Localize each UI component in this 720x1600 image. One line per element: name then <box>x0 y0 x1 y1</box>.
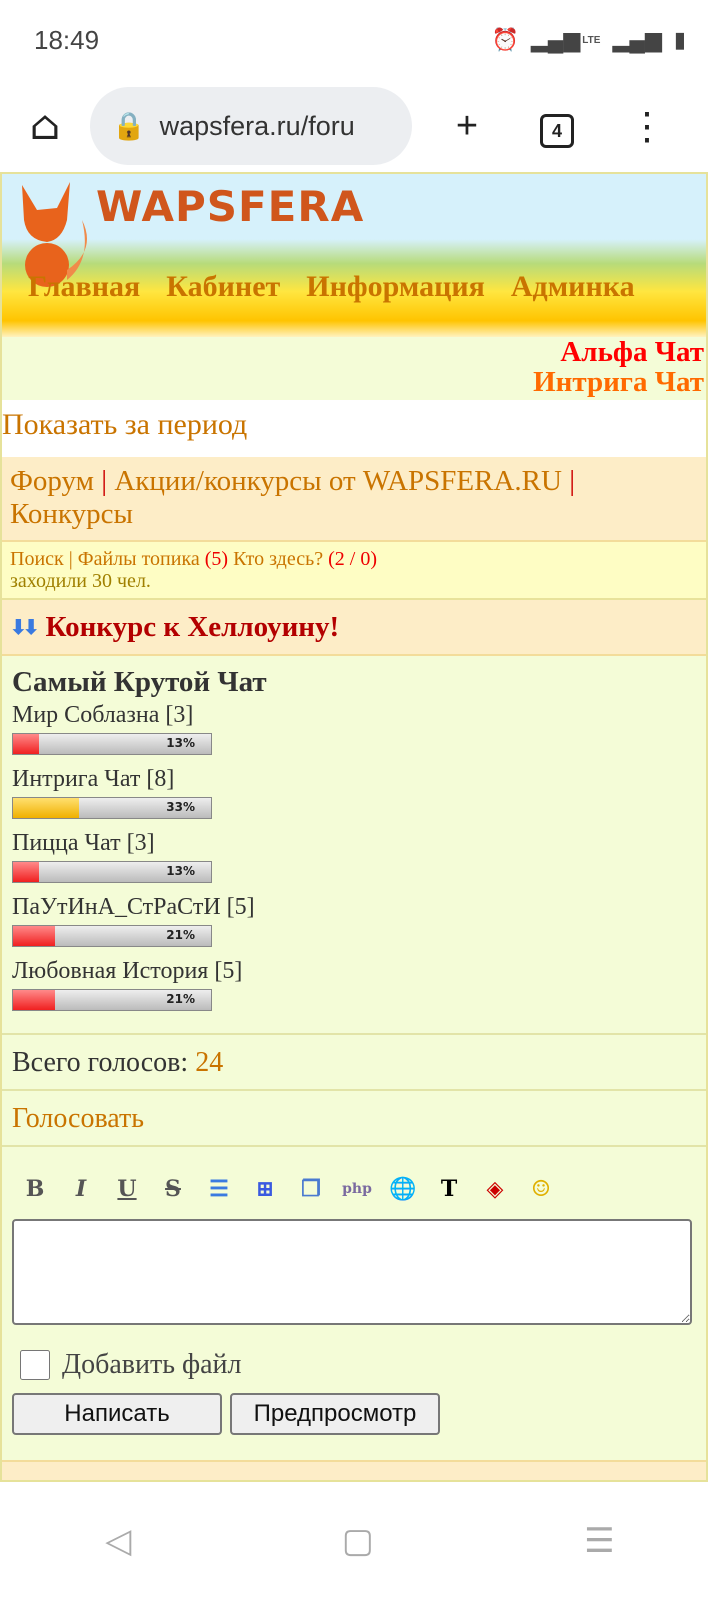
spoiler-plus-icon[interactable]: ⊞ <box>255 1176 275 1202</box>
address-bar[interactable]: 🔒 wapsfera.ru/foru <box>90 87 412 165</box>
who-here-link[interactable]: Кто здесь? <box>233 548 324 570</box>
preview-button[interactable]: Предпросмотр <box>230 1393 440 1435</box>
poll-bar-fill <box>13 798 79 818</box>
alfa-chat-link[interactable]: Альфа Чат <box>560 336 704 368</box>
breadcrumb-section[interactable]: Акции/конкурсы от WAPSFERA.RU <box>114 465 562 497</box>
poll-option-label: Мир Соблазна [3] <box>12 702 194 728</box>
poll-option-label: Любовная История [5] <box>12 958 243 984</box>
system-nav-bar: ◁ ▢ ☰ <box>0 1482 720 1600</box>
new-tab-icon[interactable]: + <box>455 104 479 147</box>
menu-icon[interactable]: ⋮ <box>628 105 666 148</box>
battery-icon: ▮ <box>673 27 686 52</box>
site-logo[interactable]: WAPSFERA <box>96 182 365 231</box>
network-type: LTE <box>582 34 601 46</box>
signal-icon: ▂▄▆ <box>530 27 581 52</box>
tab-switcher-button[interactable]: 4 <box>522 104 592 148</box>
poll-percent: 33% <box>166 800 195 814</box>
alarm-icon: ⏰ <box>491 27 519 52</box>
message-textarea[interactable] <box>12 1219 692 1325</box>
copy-icon[interactable]: ❐ <box>301 1176 321 1202</box>
poll-bar: 33% <box>12 797 212 819</box>
poll-bar: 21% <box>12 925 212 947</box>
php-code-icon[interactable]: php <box>342 1181 372 1197</box>
nav-info[interactable]: Информация <box>306 270 485 303</box>
background-color-icon[interactable]: ◈ <box>486 1176 504 1202</box>
smiley-icon[interactable]: ☺ <box>531 1176 551 1202</box>
reply-form: B I U S ☰ ⊞ ❐ php 🌐 T ◈ ☺ Добавить файл … <box>2 1147 706 1460</box>
poll-option-label: Интрига Чат [8] <box>12 766 175 792</box>
strikethrough-icon[interactable]: S <box>165 1176 181 1202</box>
poll-question: Самый Крутой Чат <box>12 666 267 698</box>
signal-icon-2: ▂▄▆ <box>612 27 662 52</box>
site-nav: Главная Кабинет Информация Админка <box>28 270 635 304</box>
back-icon[interactable]: ◁ <box>105 1521 132 1561</box>
italic-icon[interactable]: I <box>75 1176 87 1202</box>
poll-percent: 21% <box>166 928 195 942</box>
poll-bar-fill <box>13 734 39 754</box>
poll: Самый Крутой Чат Мир Соблазна [3] 13% Интр… <box>2 656 706 1035</box>
poll-bar: 21% <box>12 989 212 1011</box>
attach-checkbox[interactable] <box>20 1350 50 1380</box>
topic-title: ⬇⬇ Конкурс к Хеллоуину! <box>2 600 706 656</box>
footer-strip <box>2 1460 706 1480</box>
submit-button[interactable]: Написать <box>12 1393 222 1435</box>
site-banner: WAPSFERA Главная Кабинет Информация Адми… <box>2 174 706 337</box>
web-page: WAPSFERA Главная Кабинет Информация Адми… <box>0 172 708 1482</box>
lock-icon: 🔒 <box>112 111 146 141</box>
nav-cabinet[interactable]: Кабинет <box>166 270 281 303</box>
poll-option-label: Пицца Чат [3] <box>12 830 155 856</box>
list-icon[interactable]: ☰ <box>209 1176 229 1202</box>
home-square-icon[interactable]: ▢ <box>341 1521 374 1561</box>
chat-links: Альфа Чат Интрига Чат <box>2 337 706 400</box>
poll-bar-fill <box>13 926 55 946</box>
intriga-chat-link[interactable]: Интрига Чат <box>533 366 704 398</box>
breadcrumb-forum[interactable]: Форум <box>10 465 94 497</box>
visitors-count: заходили 30 чел. <box>10 570 151 592</box>
poll-option-label: ПаУтИнА_СтРаСтИ [5] <box>12 894 255 920</box>
nav-admin[interactable]: Админка <box>510 270 635 303</box>
clock: 18:49 <box>34 24 100 55</box>
breadcrumb: Форум | Акции/конкурсы от WAPSFERA.RU | … <box>2 457 706 542</box>
poll-bar-fill <box>13 862 39 882</box>
total-votes: Всего голосов: 24 <box>2 1035 706 1091</box>
search-link[interactable]: Поиск <box>10 548 64 570</box>
poll-bar-fill <box>13 990 55 1010</box>
vote-link[interactable]: Голосовать <box>12 1103 145 1134</box>
link-globe-icon[interactable]: 🌐 <box>389 1176 417 1202</box>
breadcrumb-sub[interactable]: Конкурсы <box>10 498 133 530</box>
poll-bar: 13% <box>12 861 212 883</box>
fox-mascot-icon <box>22 182 87 287</box>
attach-file-checkbox[interactable]: Добавить файл <box>20 1349 696 1381</box>
status-bar: 18:49 ⏰ ▂▄▆ LTE ▂▄▆ ▮ <box>0 0 720 80</box>
url-text: wapsfera.ru/foru <box>159 110 355 141</box>
double-arrow-down-icon: ⬇⬇ <box>10 616 39 639</box>
editor-toolbar: B I U S ☰ ⊞ ❐ php 🌐 T ◈ ☺ <box>12 1169 696 1209</box>
nav-home[interactable]: Главная <box>28 270 141 303</box>
underline-icon[interactable]: U <box>117 1176 137 1202</box>
bold-icon[interactable]: B <box>25 1176 45 1202</box>
home-icon[interactable]: ⌂ <box>29 103 61 149</box>
poll-percent: 13% <box>166 736 195 750</box>
poll-percent: 21% <box>166 992 195 1006</box>
text-color-icon[interactable]: T <box>440 1176 458 1202</box>
recents-icon[interactable]: ☰ <box>584 1521 615 1561</box>
poll-percent: 13% <box>166 864 195 878</box>
browser-toolbar: ⌂ 🔒 wapsfera.ru/foru + 4 ⋮ <box>0 80 720 172</box>
show-period-link[interactable]: Показать за период <box>2 408 248 441</box>
topic-info: Поиск | Файлы топика (5) Кто здесь? (2 /… <box>2 542 706 600</box>
poll-bar: 13% <box>12 733 212 755</box>
topic-files-link[interactable]: Файлы топика <box>77 548 200 570</box>
